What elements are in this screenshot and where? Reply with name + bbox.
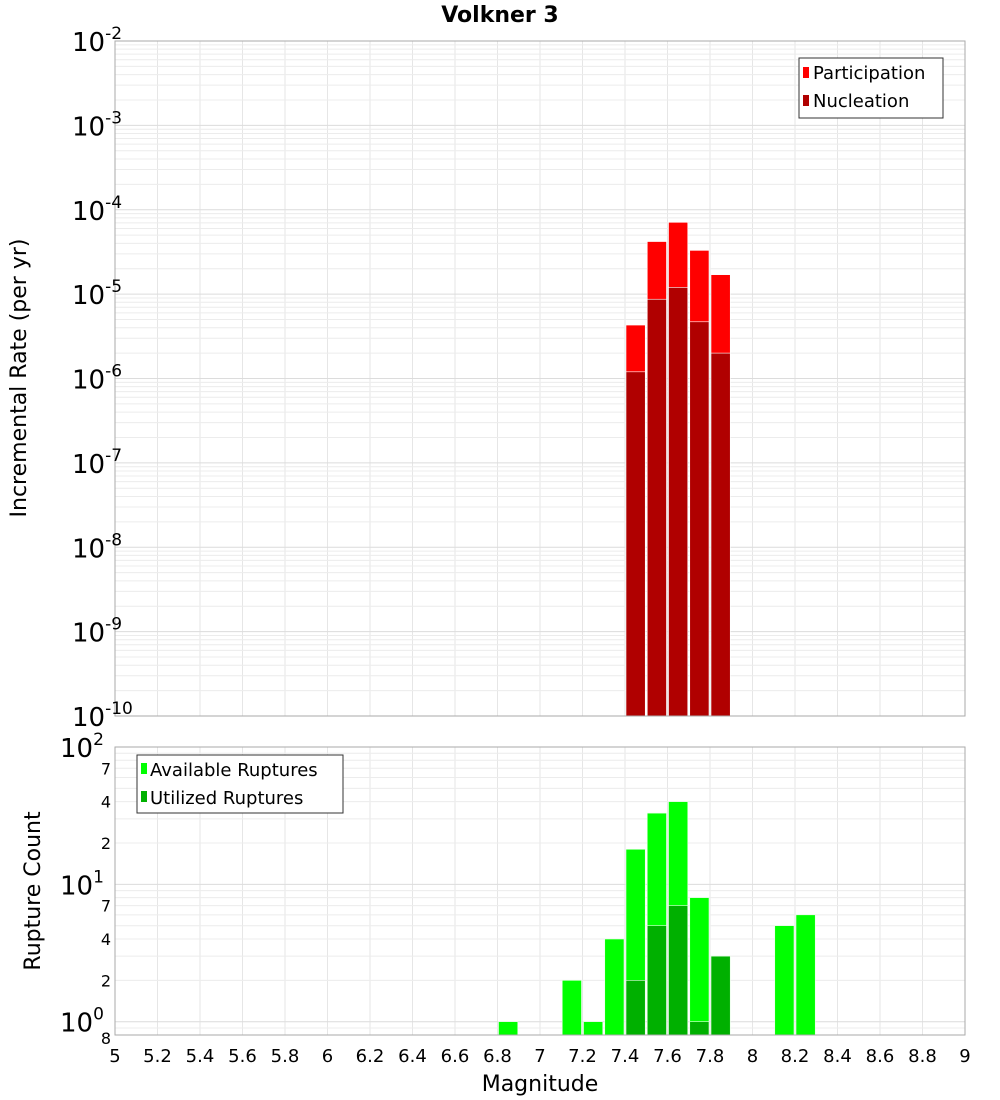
y-tick-label-minor: 2 — [101, 834, 111, 853]
bar-nucleation — [668, 287, 689, 717]
legend-label: Nucleation — [813, 91, 909, 112]
x-tick-label: 8.6 — [866, 1046, 895, 1067]
y-tick-label-top: 10-3 — [72, 108, 122, 142]
x-tick-label: 7.2 — [568, 1046, 597, 1067]
x-tick-label: 5.4 — [186, 1046, 215, 1067]
x-tick-label: 8.4 — [823, 1046, 852, 1067]
legend-label: Available Ruptures — [150, 760, 318, 781]
bar-nucleation — [646, 298, 667, 717]
legend-swatch — [141, 791, 147, 802]
x-tick-label: 5.6 — [228, 1046, 257, 1067]
x-tick-label: 8.8 — [908, 1046, 937, 1067]
x-tick-label: 8 — [747, 1046, 758, 1067]
legend-swatch — [803, 95, 809, 106]
bar-utilized-ruptures — [689, 1021, 710, 1036]
bar-available-ruptures — [498, 1021, 519, 1036]
bar-available-ruptures — [604, 938, 625, 1036]
y-tick-label-minor: 8 — [101, 1029, 111, 1048]
y-tick-label-minor: 7 — [101, 897, 111, 916]
y-tick-label-top: 10-9 — [72, 615, 122, 649]
y-tick-label-major: 101 — [60, 867, 104, 901]
x-tick-label: 7.4 — [611, 1046, 640, 1067]
legend-swatch — [803, 67, 809, 78]
x-tick-label: 6.2 — [356, 1046, 385, 1067]
legend-label: Utilized Ruptures — [150, 788, 303, 809]
bar-available-ruptures — [774, 925, 795, 1036]
legend-top: Participation Nucleation — [798, 57, 944, 119]
y-tick-label-minor: 4 — [101, 793, 111, 812]
y-tick-label-minor: 4 — [101, 930, 111, 949]
x-tick-label: 5.8 — [271, 1046, 300, 1067]
bar-utilized-ruptures — [646, 925, 667, 1036]
x-tick-label: 6.8 — [483, 1046, 512, 1067]
x-tick-label: 7 — [534, 1046, 545, 1067]
bar-utilized-ruptures — [710, 955, 731, 1036]
bar-available-ruptures — [583, 1021, 604, 1036]
y-tick-label-top: 10-4 — [72, 193, 122, 227]
bar-utilized-ruptures — [625, 980, 646, 1036]
bar-nucleation — [625, 371, 646, 717]
y-tick-label-top: 10-5 — [72, 277, 122, 311]
y-tick-label-minor: 7 — [101, 759, 111, 778]
x-tick-label: 5.2 — [143, 1046, 172, 1067]
legend-label: Participation — [813, 63, 925, 84]
chart-title: Volkner 3 — [441, 3, 559, 28]
x-tick-label: 7.6 — [653, 1046, 682, 1067]
bar-utilized-ruptures — [668, 905, 689, 1036]
bar-available-ruptures — [689, 897, 710, 1036]
legend-swatch — [141, 763, 147, 774]
y-tick-label-major: 102 — [60, 730, 104, 764]
x-tick-label: 6.4 — [398, 1046, 427, 1067]
y-axis-label-bottom: Rupture Count — [21, 811, 46, 971]
x-tick-label: 6.6 — [441, 1046, 470, 1067]
legend-box — [136, 754, 344, 814]
bar-nucleation — [689, 321, 710, 717]
x-tick-label: 7.8 — [696, 1046, 725, 1067]
y-tick-label-top: 10-10 — [72, 699, 133, 733]
bar-nucleation — [710, 352, 731, 717]
y-tick-label-major: 100 — [60, 1005, 104, 1039]
x-axis-label: Magnitude — [482, 1072, 599, 1097]
x-tick-label: 9 — [959, 1046, 970, 1067]
plot-border-bottom — [114, 746, 966, 1036]
legend-box — [798, 57, 944, 119]
y-tick-label-top: 10-2 — [72, 24, 122, 58]
x-tick-label: 6 — [322, 1046, 333, 1067]
x-tick-label: 5 — [109, 1046, 120, 1067]
y-tick-label-top: 10-7 — [72, 446, 122, 480]
y-axis-label-top: Incremental Rate (per yr) — [7, 239, 32, 518]
bar-available-ruptures — [561, 980, 582, 1036]
y-tick-label-top: 10-8 — [72, 530, 122, 564]
legend-bottom: Available Ruptures Utilized Ruptures — [136, 754, 344, 814]
y-tick-label-minor: 2 — [101, 971, 111, 990]
bar-available-ruptures — [795, 914, 816, 1036]
plot-border-top — [114, 40, 966, 717]
y-tick-label-top: 10-6 — [72, 362, 122, 396]
x-tick-label: 8.2 — [781, 1046, 810, 1067]
